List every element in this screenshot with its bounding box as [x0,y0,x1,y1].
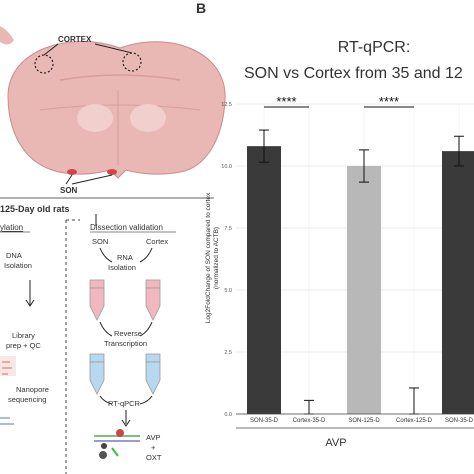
bar [442,151,474,414]
nanopore-line1: Nanopore [16,385,49,394]
son-label: SON [60,186,78,195]
qpcr-illustration [94,429,140,459]
y-tick-labels: 0.0 2.5 5.0 7.5 10.0 12.5 [221,102,232,418]
chart-panel: B RT-qPCR: SON vs Cortex from 35 and 12 … [196,0,474,449]
rats-label: 125-Day old rats [0,204,70,214]
son-column-label: SON [92,237,108,246]
y-tick-label: 5.0 [224,288,232,294]
blue-tube-cortex [145,353,161,395]
son-marker-right [107,169,117,175]
x-tick-label: Cortex-35-D [293,418,326,424]
gene-plus: + [151,443,156,452]
y-tick-label: 10.0 [221,164,232,170]
brain-section [7,40,226,185]
methylation-header: ylation [0,223,23,232]
dna-isolation-line2: Isolation [4,261,32,270]
dna-isolation-line1: DNA [6,251,22,260]
chart-title-line1: RT-qPCR: [338,39,411,56]
significance-label: **** [276,94,296,109]
cortex-dissection-left [34,54,54,74]
y-axis-label-line1: Log2FoldChange of SON compared to cortex [205,192,212,323]
y-tick-label: 7.5 [224,226,232,232]
x-group-label: AVP [325,437,346,449]
blue-tube-son [89,353,105,395]
x-tick-label: SON-35-D [250,418,279,424]
cortex-dissection-right [122,52,142,72]
pink-tube-son [89,279,105,321]
significance-brackets: **** **** [264,94,414,109]
nanopore-line2: sequencing [8,395,46,404]
son-marker-left [67,169,77,175]
y-tick-label: 2.5 [224,350,232,356]
reverse-transcription-line1: Reverse [114,329,142,338]
rat-head-fragment [0,26,14,45]
bar [247,146,281,414]
y-tick-label: 12.5 [221,102,232,108]
schematic-panel: CORTEX SON 125-Day old rats ylation DNA … [0,26,226,474]
x-tick-label: Cortex-125-D [396,418,433,424]
cortex-column-label: Cortex [146,237,168,246]
rt-qpcr-step: RT-qPCR [108,399,141,408]
panel-label: B [196,0,206,16]
reverse-transcription-line2: Transcription [104,339,147,348]
x-tick-labels: SON-35-D Cortex-35-D SON-125-D Cortex-125-D… [250,418,474,424]
library-prep-line1: Library [12,331,35,340]
y-tick-label: 0.0 [224,412,232,418]
gene-avp: AVP [146,433,160,442]
chart-title-line2: SON vs Cortex from 35 and 12 [244,65,463,82]
x-tick-label: SON-35-D [445,418,474,424]
bar [347,166,381,414]
bars [247,146,474,414]
rna-isolation-line1: RNA [117,253,133,262]
x-tick-label: SON-125-D [348,418,380,424]
dissection-header: Dissection validation [90,223,163,232]
y-axis-label-line2: (normalized to ACTB) [213,227,220,289]
library-prep-line2: prep + QC [6,341,41,350]
rna-isolation-line2: Isolation [108,263,136,272]
pink-tube-cortex [145,279,161,321]
significance-label: **** [379,94,399,109]
cortex-label: CORTEX [58,35,92,44]
gene-oxt: OXT [146,453,162,462]
